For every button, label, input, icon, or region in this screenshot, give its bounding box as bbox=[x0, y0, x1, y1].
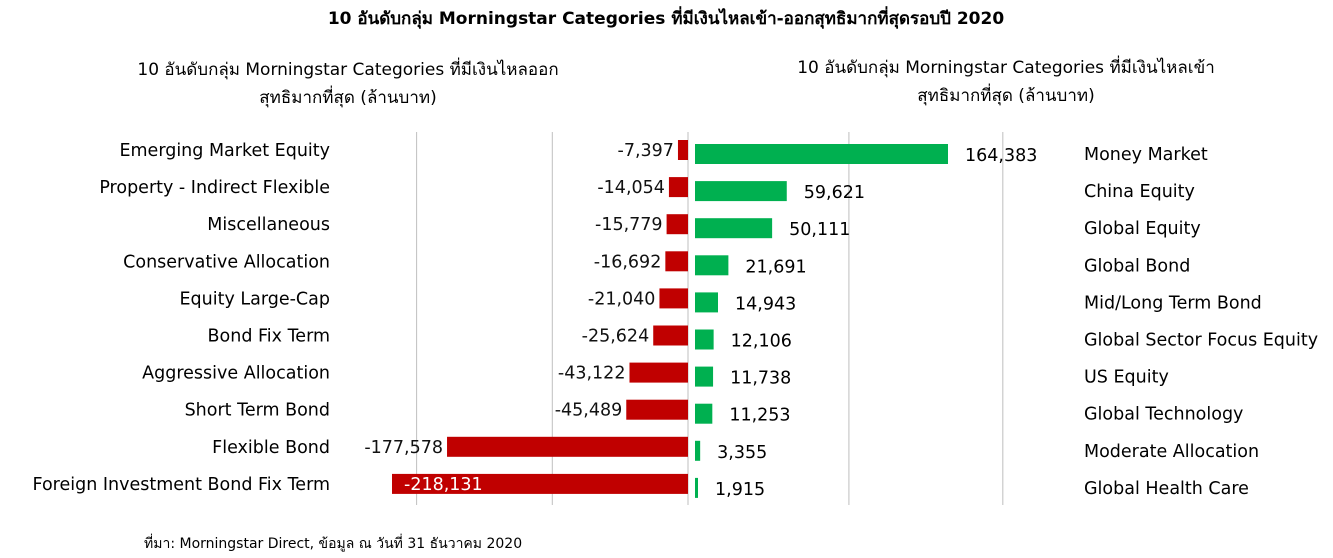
chart-main-title: 10 อันดับกลุ่ม Morningstar Categories ที… bbox=[328, 6, 1005, 29]
inflow-value-label: 14,943 bbox=[735, 294, 796, 314]
inflow-category-label: Global Sector Focus Equity bbox=[1084, 331, 1318, 351]
inflow-category-label: Moderate Allocation bbox=[1084, 442, 1259, 462]
outflow-bar bbox=[668, 177, 688, 198]
inflow-title-line-1: 10 อันดับกลุ่ม Morningstar Categories ที… bbox=[797, 55, 1215, 78]
outflow-category-label: Foreign Investment Bond Fix Term bbox=[33, 475, 331, 495]
outflow-title-line-2: สุทธิมากที่สุด (ล้านบาท) bbox=[259, 85, 436, 108]
outflow-category-label: Conservative Allocation bbox=[123, 252, 330, 272]
inflow-value-label: 50,111 bbox=[789, 220, 850, 240]
outflow-category-label: Emerging Market Equity bbox=[119, 141, 330, 161]
outflow-value-label: -16,692 bbox=[594, 252, 662, 272]
inflow-category-label: China Equity bbox=[1084, 182, 1195, 202]
outflow-value-label: -7,397 bbox=[618, 141, 674, 161]
inflow-value-label: 12,106 bbox=[731, 332, 792, 352]
inflow-category-label: US Equity bbox=[1084, 368, 1169, 388]
outflow-value-label: -14,054 bbox=[597, 178, 665, 198]
outflow-value-label: -177,578 bbox=[364, 438, 443, 458]
source-note: ที่มา: Morningstar Direct, ข้อมูล ณ วันท… bbox=[144, 534, 522, 552]
outflow-category-label: Short Term Bond bbox=[185, 401, 330, 421]
inflow-category-label: Global Bond bbox=[1084, 256, 1190, 276]
outflow-bar bbox=[626, 399, 688, 420]
inflow-value-label: 21,691 bbox=[745, 257, 806, 277]
inflow-bar bbox=[695, 440, 701, 461]
inflow-bar bbox=[695, 255, 729, 276]
outflow-category-label: Property - Indirect Flexible bbox=[99, 178, 330, 198]
outflow-bar bbox=[629, 362, 688, 383]
outflow-panel: Emerging Market Equity -7,397 Property - I… bbox=[33, 140, 688, 495]
outflow-value-label: -43,122 bbox=[558, 364, 626, 384]
outflow-bar bbox=[447, 436, 688, 457]
outflow-value-label: -21,040 bbox=[588, 289, 656, 309]
outflow-bar bbox=[659, 288, 688, 309]
outflow-value-label: -218,131 bbox=[404, 475, 483, 495]
outflow-category-label: Miscellaneous bbox=[207, 215, 330, 235]
outflow-category-label: Flexible Bond bbox=[212, 438, 330, 458]
inflow-bar bbox=[695, 181, 787, 202]
outflow-category-label: Bond Fix Term bbox=[208, 327, 330, 347]
inflow-category-label: Money Market bbox=[1084, 145, 1208, 165]
outflow-bar bbox=[666, 214, 688, 235]
outflow-bar bbox=[653, 325, 688, 346]
inflow-value-label: 164,383 bbox=[965, 146, 1037, 166]
inflow-bar bbox=[695, 218, 773, 239]
inflow-gridlines bbox=[848, 132, 1004, 505]
outflow-value-label: -25,624 bbox=[582, 327, 650, 347]
inflow-bar bbox=[695, 144, 948, 164]
outflow-bar bbox=[665, 251, 688, 272]
inflow-category-label: Global Technology bbox=[1084, 405, 1243, 425]
inflow-bar bbox=[695, 477, 698, 498]
inflow-bar bbox=[695, 403, 713, 424]
inflow-panel: 164,383 Money Market 59,621 China Equity 50,… bbox=[695, 144, 1318, 500]
inflow-category-label: Global Health Care bbox=[1084, 479, 1249, 499]
outflow-bar bbox=[677, 140, 688, 160]
inflow-value-label: 11,738 bbox=[730, 369, 791, 389]
outflow-title-line-1: 10 อันดับกลุ่ม Morningstar Categories ที… bbox=[137, 57, 558, 80]
inflow-value-label: 1,915 bbox=[715, 480, 765, 500]
inflow-category-label: Mid/Long Term Bond bbox=[1084, 293, 1262, 313]
inflow-bar bbox=[695, 292, 718, 313]
outflow-value-label: -45,489 bbox=[555, 401, 623, 421]
inflow-title-line-2: สุทธิมากที่สุด (ล้านบาท) bbox=[917, 83, 1094, 106]
inflow-value-label: 11,253 bbox=[729, 406, 790, 426]
inflow-bar bbox=[695, 329, 714, 350]
inflow-value-label: 3,355 bbox=[717, 443, 767, 463]
outflow-value-label: -15,779 bbox=[595, 215, 663, 235]
inflow-bar bbox=[695, 366, 714, 387]
inflow-value-label: 59,621 bbox=[804, 183, 865, 203]
outflow-category-label: Equity Large-Cap bbox=[179, 289, 330, 309]
outflow-bar bbox=[392, 473, 688, 494]
outflow-category-label: Aggressive Allocation bbox=[142, 364, 330, 384]
inflow-category-label: Global Equity bbox=[1084, 219, 1201, 239]
